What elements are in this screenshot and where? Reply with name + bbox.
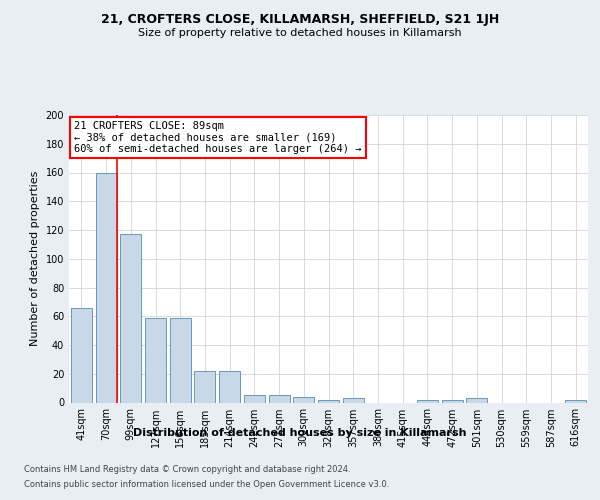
Bar — [219, 371, 240, 402]
Bar — [95, 172, 116, 402]
Text: Contains HM Land Registry data © Crown copyright and database right 2024.: Contains HM Land Registry data © Crown c… — [24, 465, 350, 474]
Text: Contains public sector information licensed under the Open Government Licence v3: Contains public sector information licen… — [24, 480, 389, 489]
Bar — [269, 396, 290, 402]
Bar — [318, 400, 339, 402]
Bar — [194, 371, 215, 402]
Text: 21 CROFTERS CLOSE: 89sqm
← 38% of detached houses are smaller (169)
60% of semi-: 21 CROFTERS CLOSE: 89sqm ← 38% of detach… — [74, 120, 362, 154]
Bar — [442, 400, 463, 402]
Bar — [293, 397, 314, 402]
Bar — [120, 234, 141, 402]
Text: 21, CROFTERS CLOSE, KILLAMARSH, SHEFFIELD, S21 1JH: 21, CROFTERS CLOSE, KILLAMARSH, SHEFFIEL… — [101, 12, 499, 26]
Bar — [466, 398, 487, 402]
Bar — [417, 400, 438, 402]
Bar — [170, 318, 191, 402]
Text: Distribution of detached houses by size in Killamarsh: Distribution of detached houses by size … — [133, 428, 467, 438]
Text: Size of property relative to detached houses in Killamarsh: Size of property relative to detached ho… — [138, 28, 462, 38]
Bar — [343, 398, 364, 402]
Bar — [565, 400, 586, 402]
Bar — [244, 396, 265, 402]
Bar — [71, 308, 92, 402]
Bar — [145, 318, 166, 402]
Y-axis label: Number of detached properties: Number of detached properties — [30, 171, 40, 346]
